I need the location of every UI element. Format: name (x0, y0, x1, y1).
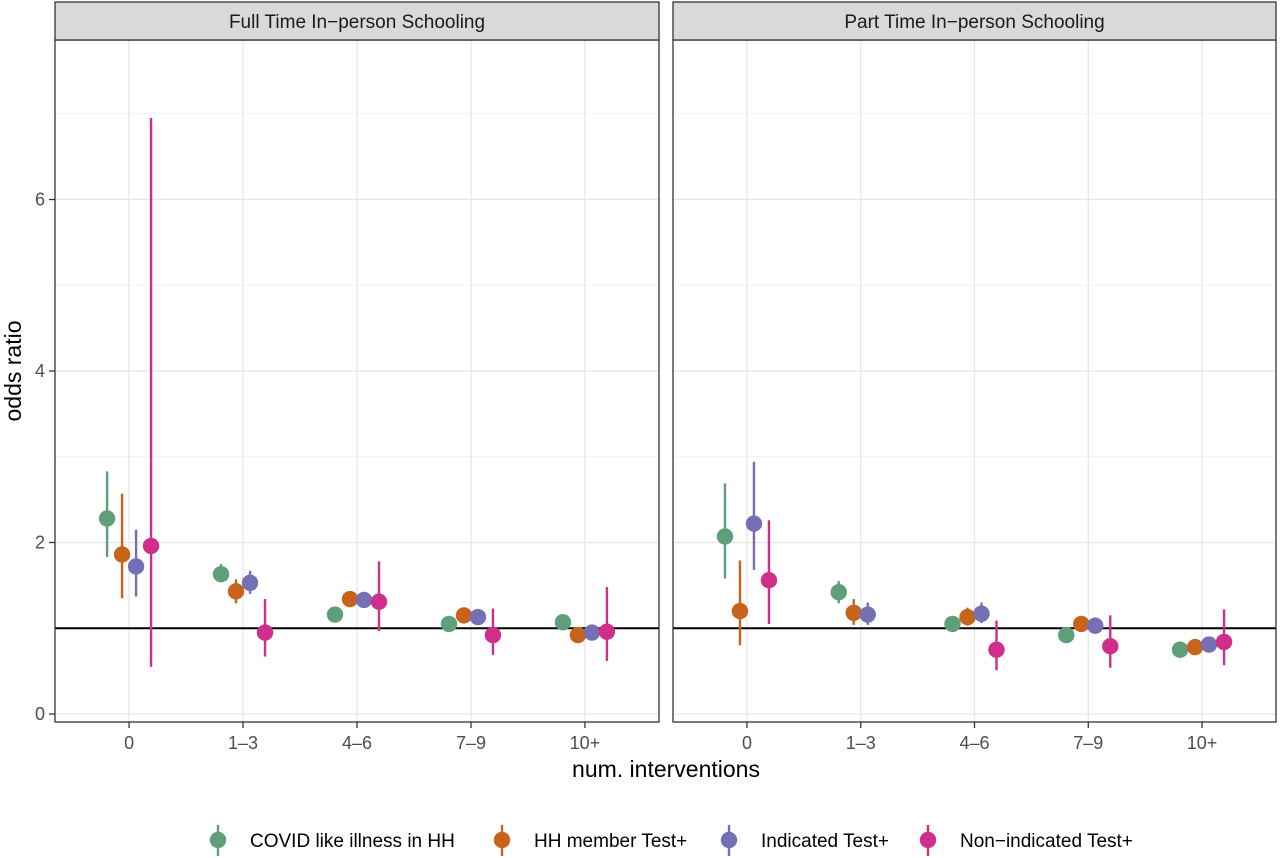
legend-item: COVID like illness in HH (209, 825, 455, 856)
data-point (944, 615, 961, 633)
facet-panel-2: Part Time In−person Schooling 0 1–3 4–6 7–9 1… (672, 1, 1277, 753)
data-point (959, 608, 976, 626)
legend-key-point (919, 831, 937, 849)
x-tick-label: 1–3 (846, 733, 876, 753)
data-point (440, 615, 458, 633)
data-point (760, 572, 778, 589)
legend-item: HH member Test+ (493, 825, 687, 856)
y-axis: 0 2 4 6 (35, 190, 55, 724)
data-point (241, 574, 259, 592)
data-point (1102, 638, 1119, 655)
data-point (973, 605, 990, 622)
data-point (569, 626, 587, 644)
facet-title: Part Time In−person Schooling (844, 12, 1104, 33)
facet-strip (672, 1, 1277, 41)
x-axis-title: num. interventions (572, 756, 760, 782)
data-point (1200, 636, 1218, 653)
y-tick-label: 0 (35, 704, 45, 724)
data-point (1087, 617, 1104, 634)
data-point (127, 558, 145, 575)
legend-label: COVID like illness in HH (250, 831, 455, 852)
legend-item: Indicated Test+ (720, 825, 889, 856)
legend-label: Non−indicated Test+ (960, 831, 1133, 852)
legend-key-point (720, 831, 738, 849)
x-tick-label: 0 (742, 733, 752, 753)
facet-strip (54, 1, 660, 41)
y-axis-title: odds ratio (0, 320, 26, 421)
data-point (583, 624, 601, 641)
series-3 (745, 461, 1218, 653)
x-tick-label: 4–6 (342, 733, 372, 753)
data-point (1186, 638, 1204, 656)
x-tick-label: 7–9 (456, 733, 486, 753)
data-point (830, 584, 847, 601)
data-point (484, 626, 502, 644)
data-point (731, 602, 749, 620)
y-tick-label: 2 (35, 533, 45, 553)
series-2 (113, 493, 587, 644)
data-point (1073, 615, 1090, 633)
data-point (227, 583, 245, 600)
legend-key-point (493, 831, 511, 849)
series-2 (731, 560, 1204, 656)
series-4 (142, 118, 616, 667)
data-point (142, 537, 160, 555)
data-point (859, 606, 876, 623)
x-tick-label: 0 (124, 733, 134, 753)
x-tick-label: 7–9 (1073, 733, 1103, 753)
data-point (716, 528, 734, 545)
data-point (1058, 626, 1075, 644)
data-point (370, 593, 388, 610)
data-point (554, 614, 572, 631)
series-1 (716, 483, 1189, 658)
x-tick-label: 1–3 (228, 733, 258, 753)
data-point (988, 641, 1005, 658)
data-point (1215, 633, 1233, 651)
data-point (455, 607, 473, 624)
panels-layer: Full Time In−person Schooling 0 1–3 4–6 7–9 1… (35, 1, 1277, 753)
series-1 (98, 471, 572, 633)
facet-title: Full Time In−person Schooling (229, 12, 485, 33)
legend-key-point (209, 831, 227, 849)
data-point (1171, 641, 1189, 658)
series-3 (127, 529, 601, 641)
facet-panel-1: Full Time In−person Schooling 0 1–3 4–6 7–9 1… (54, 1, 660, 753)
x-tick-label: 10+ (1187, 733, 1218, 753)
series-4 (760, 520, 1233, 671)
data-point (212, 566, 230, 583)
data-point (355, 591, 373, 609)
legend-label: Indicated Test+ (761, 831, 889, 852)
x-tick-label: 4–6 (959, 733, 989, 753)
data-point (98, 510, 116, 527)
data-point (745, 515, 763, 532)
y-tick-label: 6 (35, 190, 45, 210)
x-tick-label: 10+ (570, 733, 601, 753)
data-point (113, 546, 131, 563)
data-point (598, 623, 616, 640)
legend-item: Non−indicated Test+ (919, 825, 1133, 856)
data-point (341, 590, 359, 608)
legend: COVID like illness in HH HH member Test+ I… (209, 825, 1133, 856)
y-tick-label: 4 (35, 361, 45, 381)
data-point (256, 624, 274, 641)
legend-label: HH member Test+ (534, 831, 687, 852)
data-point (326, 606, 344, 623)
data-point (845, 604, 862, 622)
data-point (469, 608, 487, 626)
